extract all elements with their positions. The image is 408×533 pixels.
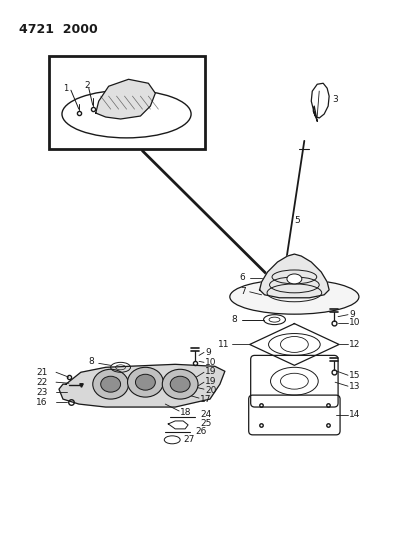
Polygon shape: [259, 254, 329, 298]
Ellipse shape: [287, 274, 302, 284]
Ellipse shape: [170, 376, 190, 392]
Text: 2: 2: [85, 80, 91, 90]
Text: 23: 23: [36, 387, 47, 397]
Text: 27: 27: [183, 435, 195, 445]
Text: 24: 24: [200, 410, 211, 419]
Text: 16: 16: [36, 398, 48, 407]
Text: 25: 25: [200, 419, 211, 429]
Text: 8: 8: [89, 357, 95, 366]
Ellipse shape: [135, 374, 155, 390]
Text: 10: 10: [349, 318, 361, 327]
Bar: [49, 56, 205, 149]
Text: 5: 5: [295, 216, 300, 225]
Text: 21: 21: [36, 368, 47, 377]
Text: 26: 26: [195, 427, 206, 437]
Text: 20: 20: [205, 386, 216, 394]
Text: 18: 18: [180, 408, 192, 416]
Ellipse shape: [162, 369, 198, 399]
Text: 8: 8: [232, 315, 237, 324]
Text: 14: 14: [349, 410, 360, 419]
Text: 15: 15: [349, 371, 361, 379]
Text: 10: 10: [205, 358, 217, 367]
Text: 9: 9: [205, 348, 211, 357]
Text: 11: 11: [218, 340, 229, 349]
Text: 12: 12: [349, 340, 360, 349]
Text: 4721  2000: 4721 2000: [19, 23, 98, 36]
Text: 9: 9: [349, 310, 355, 319]
Ellipse shape: [93, 369, 129, 399]
Text: 19: 19: [205, 367, 217, 376]
Text: 3: 3: [332, 95, 338, 103]
Ellipse shape: [101, 376, 121, 392]
Text: 13: 13: [349, 382, 361, 391]
Ellipse shape: [128, 367, 163, 397]
Text: 19: 19: [205, 377, 217, 386]
Polygon shape: [59, 365, 225, 407]
Text: 17: 17: [200, 394, 211, 403]
Text: 22: 22: [36, 378, 47, 387]
Text: 7: 7: [240, 287, 246, 296]
Polygon shape: [96, 79, 155, 119]
Ellipse shape: [230, 279, 359, 314]
Text: 1: 1: [63, 84, 68, 93]
Text: 6: 6: [240, 273, 246, 282]
